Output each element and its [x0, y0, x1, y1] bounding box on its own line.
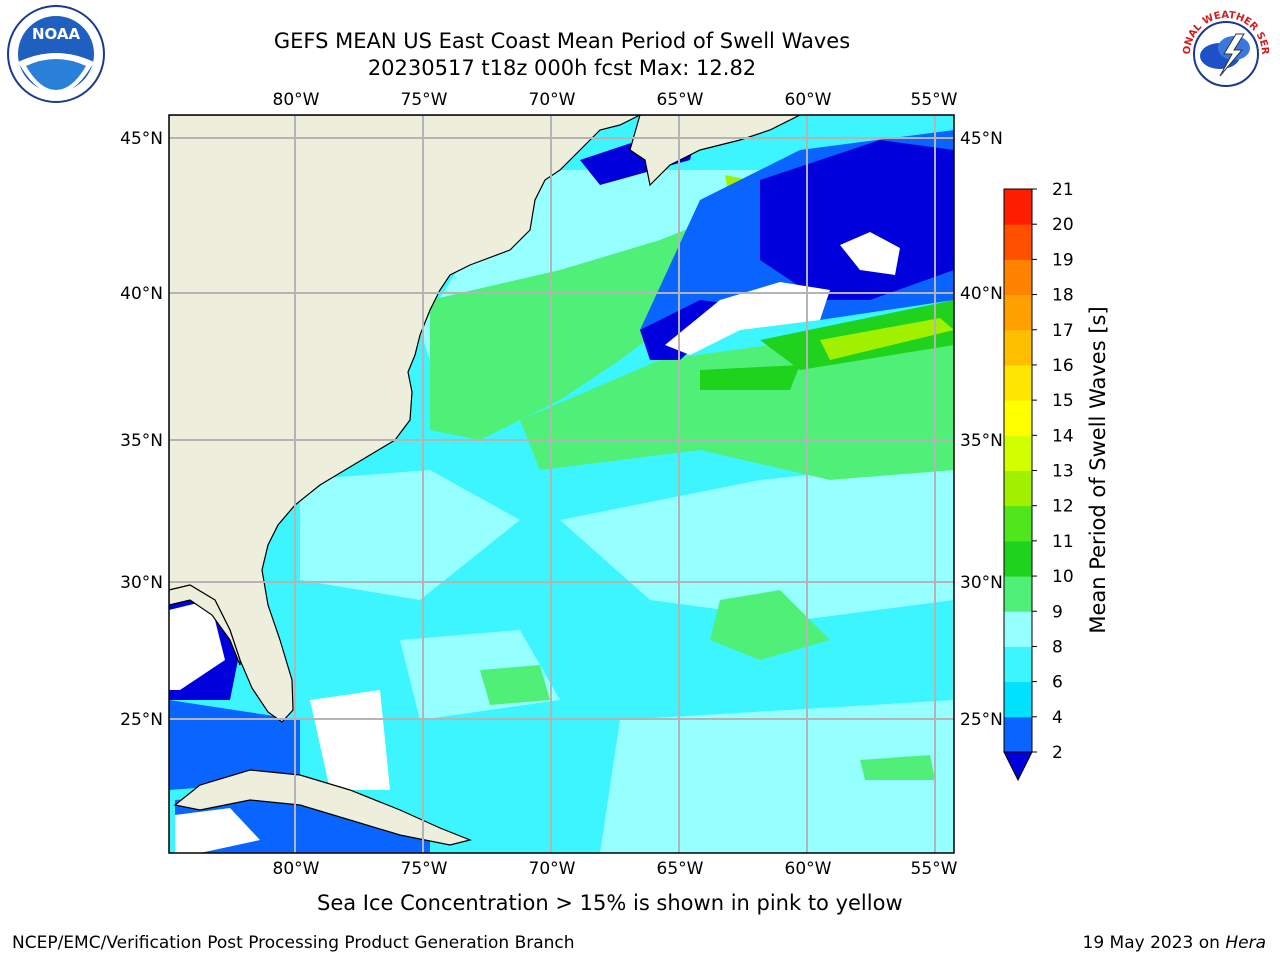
colorbar-segment — [1004, 364, 1032, 401]
map-frame — [168, 114, 955, 854]
colorbar-tick-label: 21 — [1052, 180, 1074, 200]
colorbar-segment — [1004, 470, 1032, 507]
land-us-east — [169, 115, 641, 723]
footer-credit: NCEP/EMC/Verification Post Processing Pr… — [12, 933, 575, 953]
field-9-10s — [860, 755, 935, 780]
footer-date-text: 19 May 2023 on — [1082, 933, 1226, 953]
colorbar-segment — [1004, 716, 1032, 753]
lon-label-bottom: 70°W — [529, 859, 576, 879]
map-area — [169, 115, 954, 853]
colorbar-tick-label: 11 — [1052, 532, 1074, 552]
colorbar-extend-arrow — [1003, 751, 1033, 782]
lon-labels: 80°W 75°W 70°W 65°W 60°W 55°W 80°W 75°W … — [273, 90, 958, 879]
colorbar-tick-label: 9 — [1052, 602, 1063, 622]
lat-label-left: 40°N — [120, 284, 163, 304]
colorbar-tick-label: 13 — [1052, 462, 1074, 482]
colorbar-tick-label: 14 — [1052, 426, 1074, 446]
noaa-logo: NOAA — [6, 4, 106, 108]
no-data-region — [169, 600, 225, 690]
chart-subtitle: 20230517 t18z 000h fcst Max: 12.82 — [367, 56, 757, 80]
land-gulf-coast — [169, 584, 241, 666]
graticule — [169, 115, 954, 853]
lon-label-top: 60°W — [785, 90, 832, 110]
lat-label-right: 45°N — [960, 129, 1003, 149]
lat-label-right: 40°N — [960, 284, 1003, 304]
lon-label-top: 75°W — [401, 90, 448, 110]
colorbar-segment — [1004, 294, 1032, 331]
lon-label-top: 80°W — [273, 90, 320, 110]
lat-label-left: 30°N — [120, 573, 163, 593]
field-under-2s — [760, 140, 954, 300]
colorbar-segment — [1004, 611, 1032, 647]
colorbar-segment — [1004, 681, 1032, 718]
lon-label-top: 65°W — [657, 90, 704, 110]
colorbar: 2 4 6 8 9 10 11 12 13 14 15 16 17 18 19 20 21 — [1003, 180, 1074, 782]
colorbar-tick-label: 12 — [1052, 497, 1074, 517]
colorbar-tick-label: 10 — [1052, 567, 1074, 587]
field-9-10s — [710, 590, 830, 660]
colorbar-segment — [1004, 505, 1032, 542]
land-cuba — [173, 769, 472, 846]
colorbar-tick-label: 17 — [1052, 321, 1074, 341]
lon-label-top: 70°W — [529, 90, 576, 110]
colorbar-tick-label: 4 — [1052, 708, 1063, 728]
lat-label-right: 25°N — [960, 710, 1003, 730]
colorbar-tick-label: 16 — [1052, 356, 1074, 376]
lon-label-bottom: 80°W — [273, 859, 320, 879]
colorbar-segment — [1004, 540, 1032, 577]
lat-label-left: 35°N — [120, 431, 163, 451]
field-10-11s — [700, 365, 800, 390]
colorbar-segment — [1004, 189, 1032, 225]
no-data-region — [175, 808, 260, 853]
footer-date: 19 May 2023 on Hera — [1083, 933, 1267, 953]
field-2-4s — [169, 700, 300, 790]
colorbar-segment — [1004, 435, 1032, 471]
nws-logo: NATIONAL WEATHER SERVICE — [1172, 0, 1276, 108]
no-data-region — [840, 232, 900, 275]
lon-label-bottom: 55°W — [911, 859, 958, 879]
lon-label-top: 55°W — [911, 90, 958, 110]
lat-label-left: 45°N — [120, 129, 163, 149]
footer-machine: Hera — [1225, 933, 1266, 953]
lat-label-right: 35°N — [960, 431, 1003, 451]
field-6-8s — [600, 700, 954, 853]
lat-labels: 45°N 40°N 35°N 30°N 25°N 45°N 40°N 35°N … — [120, 129, 1003, 730]
colorbar-segment — [1004, 259, 1032, 296]
no-data-region — [665, 282, 830, 355]
colorbar-tick-label: 19 — [1052, 250, 1074, 270]
lat-label-left: 25°N — [120, 710, 163, 730]
svg-text:NOAA: NOAA — [32, 25, 81, 43]
lon-label-bottom: 75°W — [401, 859, 448, 879]
sea-ice-note: Sea Ice Concentration > 15% is shown in … — [317, 891, 903, 915]
colorbar-segment — [1004, 576, 1032, 612]
colorbar-segment — [1004, 329, 1032, 366]
field-11-12s — [820, 318, 954, 360]
field-6-8s — [300, 470, 520, 600]
colorbar-tick-label: 6 — [1052, 673, 1063, 693]
colorbar-label: Mean Period of Swell Waves [s] — [1086, 306, 1110, 633]
chart-title: GEFS MEAN US East Coast Mean Period of S… — [273, 29, 851, 53]
field-9-10s — [480, 665, 550, 705]
lon-label-bottom: 60°W — [785, 859, 832, 879]
colorbar-tick-label: 8 — [1052, 637, 1063, 657]
land-canada — [629, 115, 801, 187]
colorbar-segment — [1004, 224, 1032, 260]
colorbar-tick-label: 18 — [1052, 286, 1074, 306]
colorbar-tick-label: 15 — [1052, 391, 1074, 411]
lon-label-bottom: 65°W — [657, 859, 704, 879]
field-6-8s — [560, 460, 954, 620]
colorbar-segment — [1004, 646, 1032, 683]
colorbar-tick-label: 2 — [1052, 743, 1063, 763]
no-data-region — [310, 690, 390, 790]
lat-label-right: 30°N — [960, 573, 1003, 593]
colorbar-segment — [1004, 400, 1032, 436]
colorbar-tick-label: 20 — [1052, 215, 1074, 235]
